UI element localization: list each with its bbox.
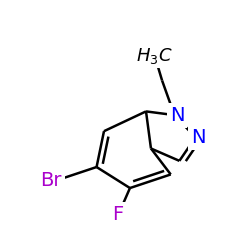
- Text: Br: Br: [40, 171, 62, 190]
- Text: N: N: [191, 128, 205, 147]
- Text: H: H: [148, 47, 162, 65]
- Text: N: N: [170, 106, 184, 124]
- Text: F: F: [112, 204, 123, 224]
- Text: $H_3C$: $H_3C$: [136, 46, 173, 66]
